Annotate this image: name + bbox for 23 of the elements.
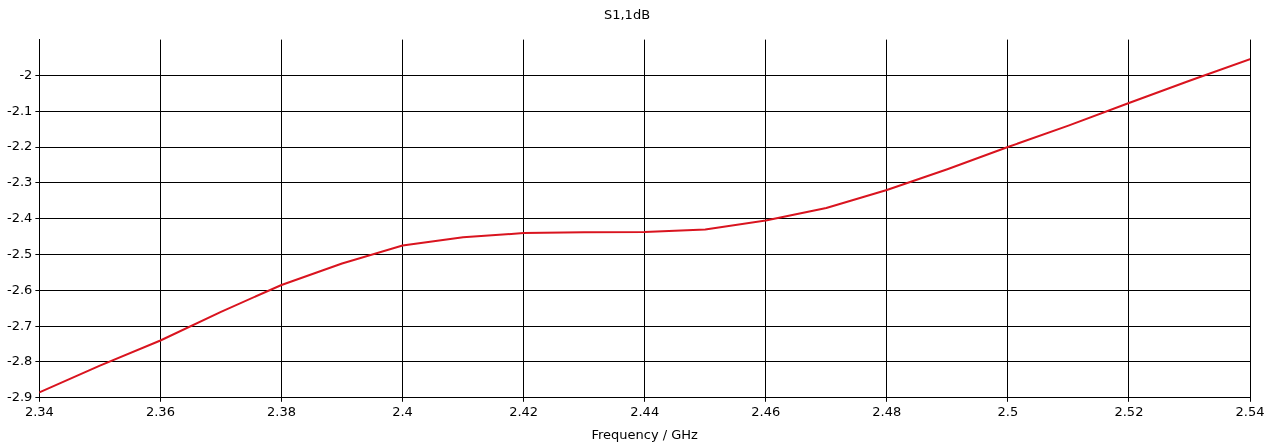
x-tick-label: 2.36 — [145, 403, 175, 419]
x-tick-label: 2.34 — [24, 403, 54, 419]
x-tick-label: 2.44 — [630, 403, 660, 419]
chart-title: S1,1dB — [603, 7, 651, 23]
y-tick-label: -2.7 — [6, 317, 33, 333]
y-tick-label: -2.2 — [6, 138, 33, 154]
y-tick-label: -2.4 — [6, 210, 33, 226]
y-tick-label: -2.1 — [6, 102, 33, 118]
y-tick-label: -2.9 — [6, 389, 33, 405]
x-tick-label: 2.4 — [392, 403, 413, 419]
x-tick-label: 2.38 — [267, 403, 296, 419]
y-tick-label: -2 — [19, 66, 33, 82]
y-tick-label: -2.8 — [6, 353, 33, 369]
y-tick-label: -2.6 — [6, 281, 33, 297]
y-tick-label: -2.5 — [6, 245, 33, 261]
x-tick-label: 2.54 — [1235, 403, 1265, 419]
y-tick-label: -2.3 — [6, 174, 33, 190]
x-tick-label: 2.48 — [872, 403, 902, 419]
x-tick-label: 2.5 — [997, 403, 1019, 419]
x-tick-label: 2.52 — [1114, 403, 1144, 419]
x-axis-title: Frequency / GHz — [591, 426, 699, 442]
x-tick-label: 2.46 — [751, 403, 781, 419]
x-tick-label: 2.42 — [509, 403, 539, 419]
